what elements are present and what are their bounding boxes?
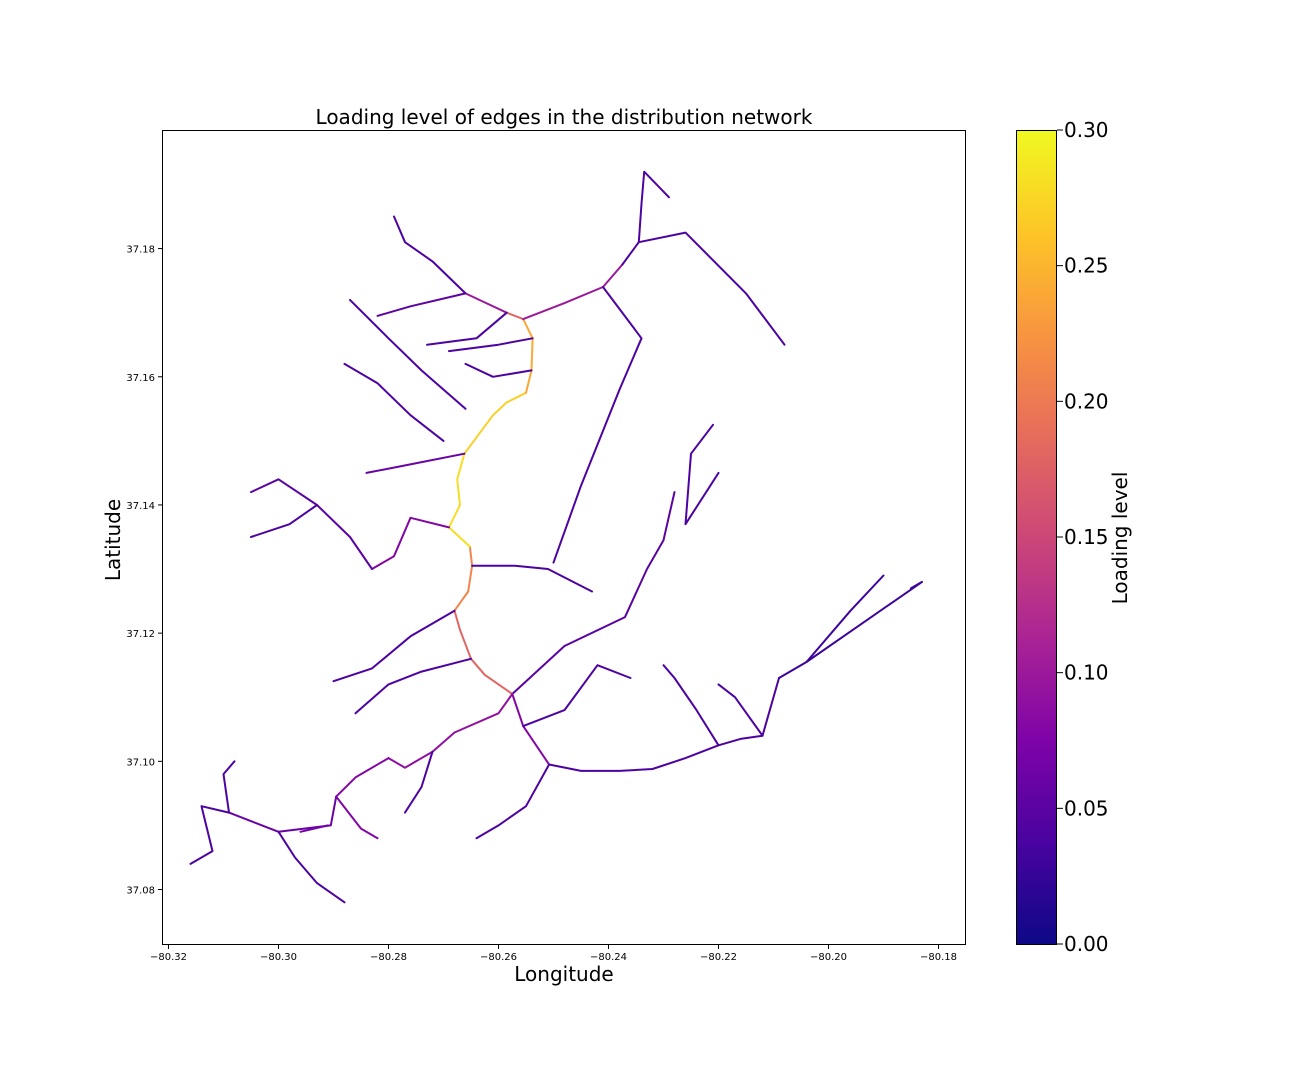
network-edge (464, 362, 533, 378)
y-tick-label: 37.14 (126, 501, 155, 512)
network-edge (393, 215, 467, 295)
network-edge (637, 170, 670, 244)
network-edge (349, 298, 467, 410)
network-edge (475, 763, 551, 840)
network-edge (448, 452, 471, 548)
network-edge (404, 750, 434, 814)
network-edge (511, 693, 551, 766)
network-edge (522, 664, 632, 728)
colorbar-tick-label: 0.15 (1064, 525, 1109, 549)
x-tick-label: −80.18 (920, 952, 957, 963)
colorbar-tick-label: 0.05 (1064, 796, 1109, 820)
network-edge (354, 657, 472, 715)
colorbar-tick-label: 0.10 (1064, 661, 1109, 685)
network-edge (805, 580, 923, 663)
y-tick-label: 37.08 (126, 886, 155, 897)
x-tick-label: −80.22 (700, 952, 737, 963)
x-tick-label: −80.26 (480, 952, 517, 963)
network-edge (453, 545, 474, 612)
network-edge (250, 504, 318, 538)
y-tick-label: 37.12 (126, 629, 155, 640)
network-edge (426, 311, 508, 346)
x-tick-label: −80.32 (150, 952, 187, 963)
network-edge (471, 564, 593, 593)
network-edge (662, 664, 720, 747)
colorbar-tick-label: 0.00 (1064, 932, 1109, 956)
network-edge (464, 292, 508, 314)
network-edge (717, 683, 764, 737)
network-edge (189, 805, 230, 865)
network-edge (250, 478, 373, 570)
x-tick-label: −80.30 (260, 952, 297, 963)
network-edge (222, 760, 236, 814)
network-edge (778, 574, 885, 679)
network-edge (453, 609, 514, 695)
plot-frame (162, 130, 966, 945)
network-edge (552, 286, 643, 564)
network-edge (371, 516, 450, 570)
network-edge (621, 231, 786, 346)
y-axis-label: Latitude (101, 499, 125, 581)
y-axis-ticks: 37.08 37.10 37.12 37.14 37.16 37.18 (126, 245, 163, 897)
network-edge (332, 609, 456, 683)
network-edge (511, 491, 676, 695)
x-tick-label: −80.20 (810, 952, 847, 963)
network-edge (228, 795, 338, 833)
x-axis-ticks: −80.32 −80.30 −80.28 −80.26 −80.24 −80.22 −80.… (150, 944, 957, 963)
colorbar (1016, 130, 1057, 945)
y-tick-label: 37.10 (126, 757, 155, 768)
network-edge (365, 452, 466, 474)
network-edge (522, 318, 534, 394)
network-edge (548, 677, 780, 772)
colorbar-tick-label: 0.25 (1064, 254, 1109, 278)
y-tick-label: 37.18 (126, 245, 155, 256)
colorbar-tick-label: 0.20 (1064, 389, 1109, 413)
network-edge (277, 830, 346, 904)
colorbar-label: Loading level (1108, 472, 1132, 605)
network-edge (376, 292, 467, 317)
x-axis-label: Longitude (514, 962, 613, 986)
network-edge (505, 311, 525, 321)
network-edge (684, 423, 720, 526)
network-edge (335, 757, 390, 840)
colorbar-ticks: 0.00 0.05 0.10 0.15 0.20 0.25 0.30 (1057, 118, 1109, 956)
network-edge (463, 391, 527, 455)
x-tick-label: −80.28 (370, 952, 407, 963)
x-tick-label: −80.24 (590, 952, 627, 963)
network-edge (522, 263, 624, 321)
network-edge (299, 824, 329, 833)
network-edge (387, 693, 514, 769)
chart-title: Loading level of edges in the distributi… (316, 105, 813, 129)
colorbar-tick-label: 0.30 (1064, 118, 1109, 142)
network-edge (343, 362, 445, 442)
network-edge (448, 337, 534, 353)
network-edges (189, 170, 923, 904)
y-tick-label: 37.16 (126, 373, 155, 384)
